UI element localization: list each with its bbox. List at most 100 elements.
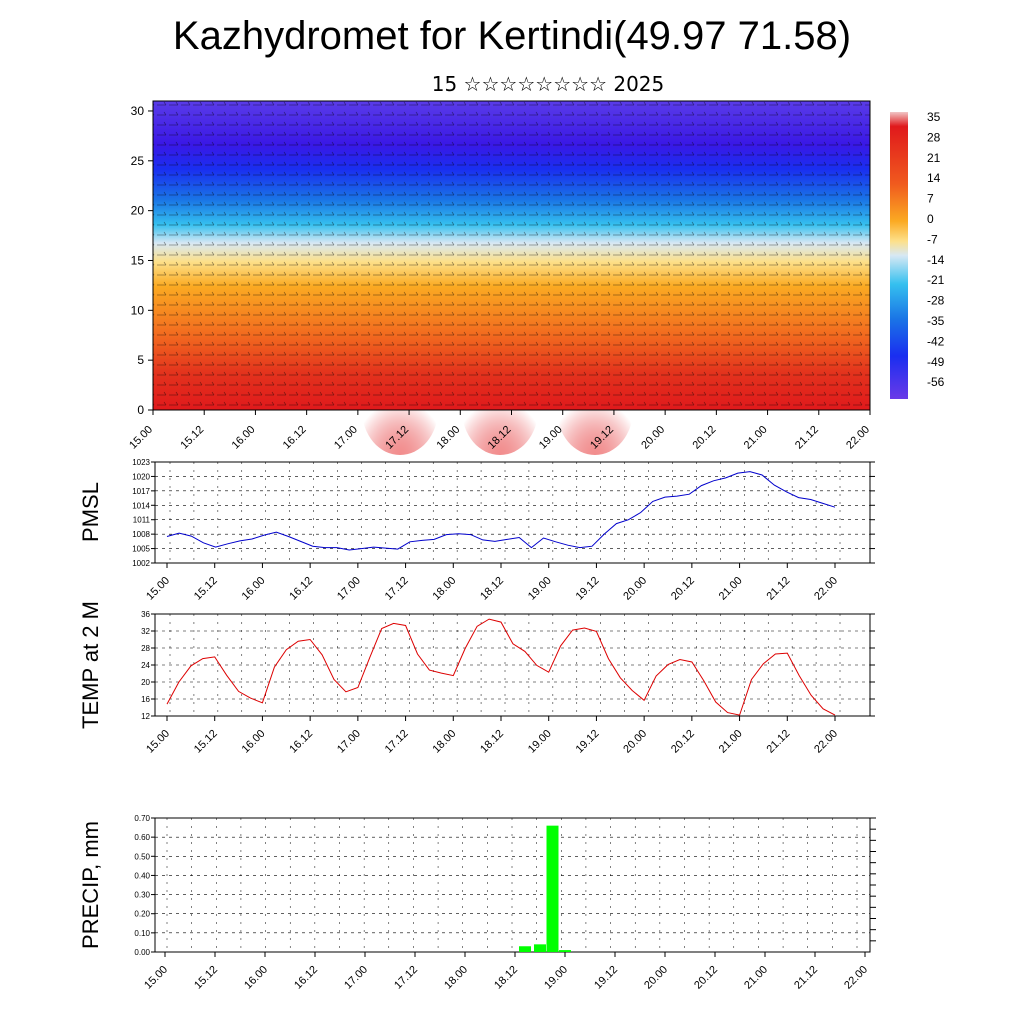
y-axis-label: TEMP at 2 M xyxy=(78,601,103,729)
y-tick-label: 5 xyxy=(137,353,144,367)
x-tick-label: 15.12 xyxy=(178,424,206,452)
y-tick-label: 20 xyxy=(141,678,150,687)
y-tick-label: 16 xyxy=(141,695,150,704)
y-tick-label: 1011 xyxy=(133,516,151,525)
y-tick-label: 0.60 xyxy=(134,833,150,842)
y-tick-label: 15 xyxy=(131,253,145,267)
x-tick-label: 17.00 xyxy=(332,424,360,452)
x-tick-label: 15.12 xyxy=(192,575,220,603)
colorbar-label: 7 xyxy=(927,192,934,206)
colorbar-label: -42 xyxy=(927,334,945,348)
x-tick-label: 20.12 xyxy=(669,575,697,603)
x-tick-label: 19.00 xyxy=(526,728,554,756)
x-tick-label: 22.00 xyxy=(812,575,840,603)
colorbar-label: 35 xyxy=(927,110,941,124)
x-tick-label: 17.12 xyxy=(383,728,411,756)
x-tick-label: 20.00 xyxy=(621,575,649,603)
x-tick-label: 20.00 xyxy=(621,728,649,756)
y-tick-label: 10 xyxy=(131,303,145,317)
colorbar-label: -56 xyxy=(927,375,945,389)
y-tick-label: 0.40 xyxy=(134,871,150,880)
y-axis-label: PRECIP, mm xyxy=(78,821,103,949)
series-line xyxy=(166,618,836,716)
y-tick-label: 0.10 xyxy=(134,929,150,938)
x-tick-label: 20.12 xyxy=(692,964,720,992)
x-tick-label: 20.12 xyxy=(691,424,719,452)
chart-subtitle: 15 ☆☆☆☆☆☆☆☆ 2025 xyxy=(431,72,665,96)
y-tick-label: 1008 xyxy=(132,530,150,539)
colorbar-label: -49 xyxy=(927,355,945,369)
x-tick-label: 20.00 xyxy=(642,964,670,992)
x-tick-label: 20.00 xyxy=(639,424,667,452)
x-tick-label: 19.12 xyxy=(574,728,602,756)
x-tick-label: 21.00 xyxy=(717,728,745,756)
colorbar-label: -14 xyxy=(927,253,945,267)
x-tick-label: 20.12 xyxy=(669,728,697,756)
y-tick-label: 24 xyxy=(141,661,150,670)
x-tick-label: 18.00 xyxy=(434,424,462,452)
x-tick-label: 21.00 xyxy=(742,424,770,452)
colorbar-label: 21 xyxy=(927,151,941,165)
x-tick-label: 18.00 xyxy=(442,964,470,992)
y-axis-label: PMSL xyxy=(78,482,103,542)
x-tick-label: 16.00 xyxy=(230,424,258,452)
y-tick-label: 1017 xyxy=(132,487,150,496)
y-tick-label: 25 xyxy=(131,154,145,168)
y-tick-label: 1023 xyxy=(132,458,150,467)
colorbar-label: -35 xyxy=(927,314,945,328)
x-tick-label: 16.12 xyxy=(281,424,309,452)
precip-bar xyxy=(534,944,546,952)
x-tick-label: 16.12 xyxy=(287,728,315,756)
x-tick-label: 21.12 xyxy=(764,575,792,603)
colorbar-label: -7 xyxy=(927,232,938,246)
x-tick-label: 21.00 xyxy=(717,575,745,603)
x-tick-label: 17.00 xyxy=(335,575,363,603)
x-tick-label: 22.00 xyxy=(844,424,872,452)
precip-bar xyxy=(546,825,559,952)
x-tick-label: 19.00 xyxy=(526,575,554,603)
y-tick-label: 1002 xyxy=(132,559,150,568)
x-tick-label: 17.00 xyxy=(335,728,363,756)
x-tick-label: 18.00 xyxy=(430,575,458,603)
series-line xyxy=(166,471,836,551)
panel-frame xyxy=(154,817,871,953)
x-tick-label: 18.00 xyxy=(430,728,458,756)
x-tick-label: 15.12 xyxy=(192,964,220,992)
x-tick-label: 21.00 xyxy=(742,964,770,992)
x-tick-label: 22.00 xyxy=(812,728,840,756)
x-tick-label: 17.12 xyxy=(392,964,420,992)
y-tick-label: 30 xyxy=(131,104,145,118)
x-tick-label: 16.12 xyxy=(287,575,315,603)
y-tick-label: 1020 xyxy=(132,472,150,481)
x-tick-label: 19.12 xyxy=(592,964,620,992)
x-tick-label: 16.00 xyxy=(240,575,268,603)
precip-bar xyxy=(519,946,531,952)
y-tick-label: 12 xyxy=(141,712,150,721)
y-tick-label: 0.30 xyxy=(134,891,150,900)
colorbar-label: -21 xyxy=(927,273,945,287)
x-tick-label: 15.00 xyxy=(144,575,172,603)
x-tick-label: 17.12 xyxy=(383,575,411,603)
y-tick-label: 36 xyxy=(141,610,150,619)
y-tick-label: 1005 xyxy=(132,545,150,554)
x-tick-label: 21.12 xyxy=(764,728,792,756)
x-tick-label: 19.00 xyxy=(542,964,570,992)
y-tick-label: 0.70 xyxy=(134,814,150,823)
colorbar-label: 14 xyxy=(927,171,941,185)
y-tick-label: 0.50 xyxy=(134,852,150,861)
x-tick-label: 15.12 xyxy=(192,728,220,756)
colorbar-label: 28 xyxy=(927,130,941,144)
wind-barbs xyxy=(153,101,870,410)
x-tick-label: 19.12 xyxy=(574,575,602,603)
chart-title: Kazhydromet for Kertindi(49.97 71.58) xyxy=(172,14,852,58)
colorbar-label: 0 xyxy=(927,212,934,226)
y-tick-label: 1014 xyxy=(132,501,150,510)
x-tick-label: 16.12 xyxy=(292,964,320,992)
y-tick-label: 0.00 xyxy=(134,948,150,957)
y-tick-label: 0 xyxy=(137,403,144,417)
x-tick-label: 15.00 xyxy=(142,964,170,992)
x-tick-label: 21.12 xyxy=(793,424,821,452)
x-tick-label: 16.00 xyxy=(242,964,270,992)
y-tick-label: 32 xyxy=(141,627,150,636)
